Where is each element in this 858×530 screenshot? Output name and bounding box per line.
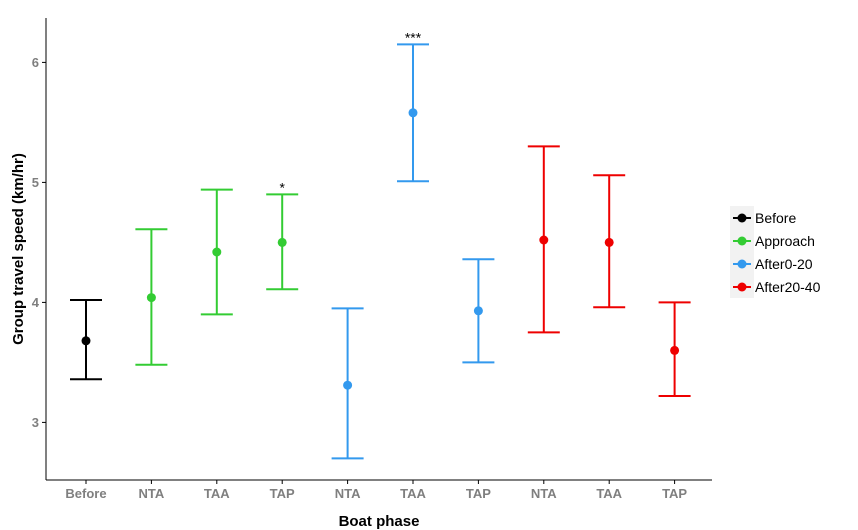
legend-label: Before: [755, 210, 796, 226]
y-tick-label: 4: [32, 295, 40, 310]
legend-label: After20-40: [755, 279, 821, 295]
y-axis-title: Group travel speed (km/hr): [10, 153, 27, 345]
mean-point: [212, 247, 222, 257]
mean-point: [473, 306, 483, 316]
legend-key-point: [737, 236, 747, 246]
y-tick-label: 3: [32, 415, 39, 430]
x-tick-label: Before: [65, 486, 106, 501]
x-tick-label: TAA: [204, 486, 230, 501]
mean-point: [81, 336, 91, 346]
legend-key-point: [737, 259, 747, 269]
y-ticks: 3 4 5 6: [32, 55, 46, 430]
legend-key-point: [737, 282, 747, 292]
plot-marks: ****: [70, 29, 691, 460]
significance-annotation: *: [279, 179, 285, 195]
x-tick-label: TAP: [466, 486, 491, 501]
x-tick-label: TAP: [270, 486, 295, 501]
mean-point: [343, 380, 353, 390]
x-tick-label: TAA: [400, 486, 426, 501]
x-tick-label: NTA: [335, 486, 361, 501]
mean-point: [604, 237, 614, 247]
mean-point: [539, 235, 549, 245]
mean-point: [277, 237, 287, 247]
x-tick-label: TAP: [662, 486, 687, 501]
x-tick-label: NTA: [531, 486, 557, 501]
y-tick-label: 5: [32, 175, 39, 190]
y-tick-label: 6: [32, 55, 39, 70]
x-tick-label: TAA: [596, 486, 622, 501]
legend-label: Approach: [755, 233, 815, 249]
legend-key-point: [737, 213, 747, 223]
x-tick-label: NTA: [139, 486, 165, 501]
legend: Before Approach After0-20 After20-40: [730, 206, 821, 298]
x-axis-title: Boat phase: [339, 513, 420, 530]
axes: [45, 18, 712, 481]
mean-point: [146, 293, 156, 303]
legend-label: After0-20: [755, 256, 813, 272]
mean-point: [408, 108, 418, 118]
significance-annotation: ***: [405, 29, 422, 45]
x-ticks: Before NTA TAA TAP NTA TAA TAP NTA TAA TAP: [65, 480, 687, 501]
mean-point: [670, 345, 680, 355]
